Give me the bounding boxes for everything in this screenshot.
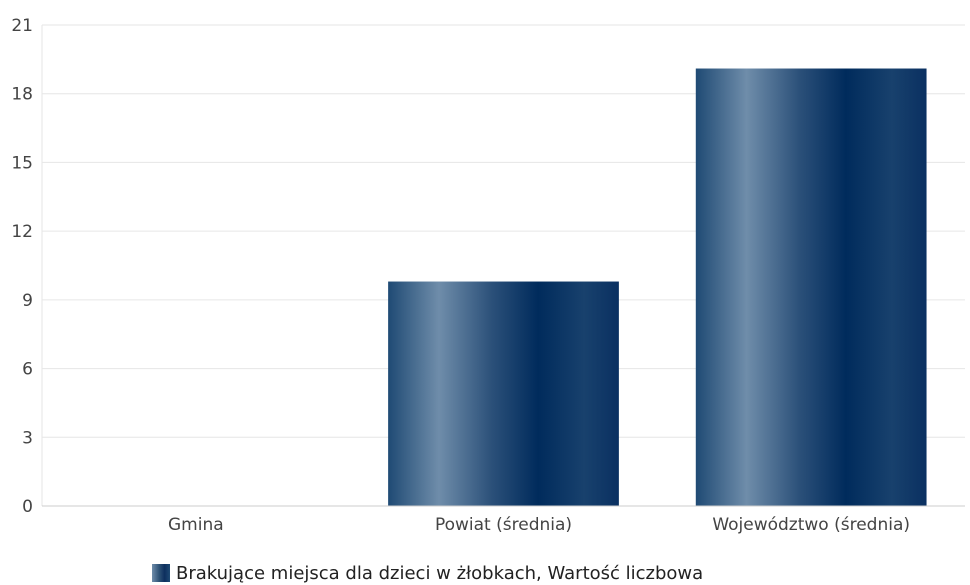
y-tick-label: 3 <box>22 428 33 448</box>
x-axis-category-labels: Gmina Powiat (średnia) Województwo (średni… <box>168 515 910 535</box>
bar[interactable] <box>388 281 619 506</box>
y-tick-label: 6 <box>22 360 33 380</box>
bar[interactable] <box>695 68 927 507</box>
legend-label: Brakujące miejsca dla dzieci w żłobkach,… <box>176 562 704 584</box>
legend-swatch <box>152 564 170 582</box>
y-tick-label: 15 <box>11 153 33 173</box>
x-category-label: Powiat (średnia) <box>435 515 572 535</box>
y-axis-tick-labels: 0 3 6 9 12 15 18 21 <box>11 16 33 517</box>
y-tick-label: 12 <box>11 222 33 242</box>
legend[interactable]: Brakujące miejsca dla dzieci w żłobkach,… <box>152 562 703 584</box>
x-category-label: Województwo (średnia) <box>712 515 910 535</box>
y-tick-label: 21 <box>11 16 33 36</box>
bars <box>388 68 927 507</box>
x-category-label: Gmina <box>168 515 224 535</box>
bar-chart: 0 3 6 9 12 15 18 21 Gmina Powiat (średnia) Wojewó… <box>11 16 965 535</box>
y-tick-label: 9 <box>22 291 33 311</box>
y-tick-label: 0 <box>22 497 33 517</box>
y-tick-label: 18 <box>11 85 33 105</box>
